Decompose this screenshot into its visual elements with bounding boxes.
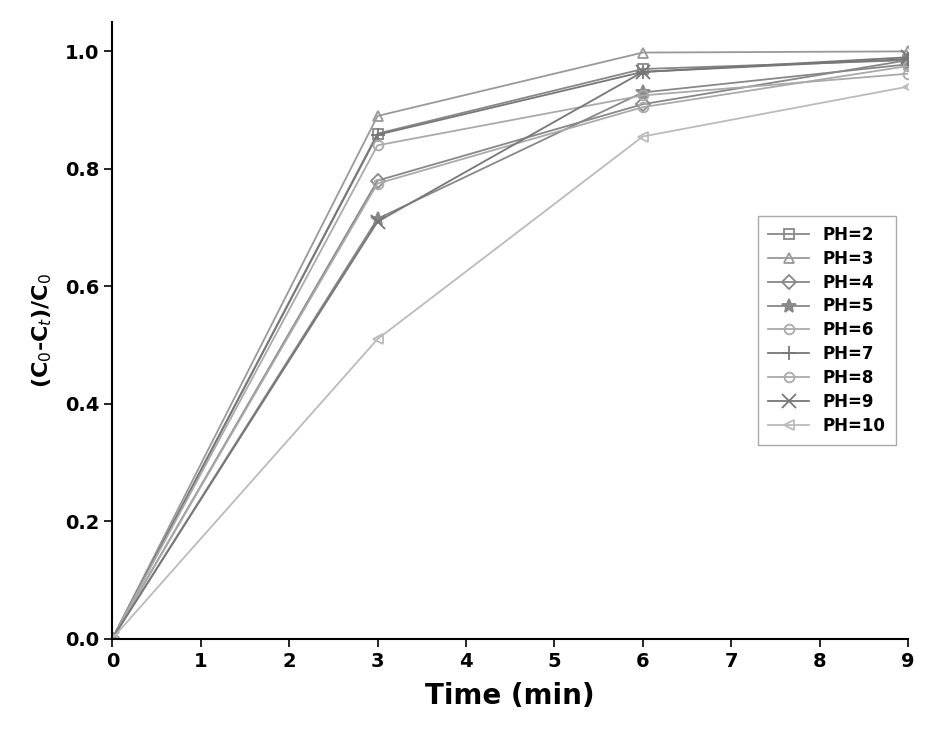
PH=9	[107, 634, 118, 643]
Line: PH=3: PH=3	[108, 46, 913, 644]
X-axis label: Time (min): Time (min)	[425, 682, 595, 710]
PH=9	[372, 217, 383, 226]
PH=8	[107, 634, 118, 643]
PH=2	[902, 56, 914, 65]
PH=2	[637, 65, 649, 73]
PH=3	[637, 48, 649, 57]
PH=4	[902, 56, 914, 65]
PH=5	[107, 634, 118, 643]
PH=10	[637, 132, 649, 141]
PH=10	[902, 82, 914, 91]
Line: PH=9: PH=9	[106, 51, 914, 645]
PH=8	[637, 91, 649, 100]
Legend: PH=2, PH=3, PH=4, PH=5, PH=6, PH=7, PH=8, PH=9, PH=10: PH=2, PH=3, PH=4, PH=5, PH=6, PH=7, PH=8…	[758, 216, 896, 445]
PH=3	[372, 112, 383, 120]
PH=7	[902, 54, 914, 63]
PH=5	[637, 88, 649, 97]
PH=6	[902, 62, 914, 70]
PH=5	[902, 60, 914, 69]
PH=5	[372, 214, 383, 223]
PH=10	[372, 335, 383, 344]
PH=7	[107, 634, 118, 643]
PH=10	[107, 634, 118, 643]
PH=8	[902, 69, 914, 78]
PH=7	[637, 68, 649, 76]
PH=2	[107, 634, 118, 643]
Line: PH=7: PH=7	[106, 52, 914, 645]
PH=3	[107, 634, 118, 643]
PH=2	[372, 129, 383, 138]
PH=4	[637, 100, 649, 109]
Line: PH=10: PH=10	[108, 81, 913, 644]
PH=9	[902, 53, 914, 62]
PH=3	[902, 47, 914, 56]
Line: PH=8: PH=8	[108, 69, 913, 644]
Y-axis label: (C$_0$-C$_t$)/C$_0$: (C$_0$-C$_t$)/C$_0$	[30, 272, 53, 388]
PH=6	[637, 103, 649, 112]
PH=4	[372, 176, 383, 185]
PH=6	[107, 634, 118, 643]
Line: PH=4: PH=4	[108, 55, 913, 644]
Line: PH=5: PH=5	[106, 57, 914, 645]
PH=9	[637, 68, 649, 76]
PH=7	[372, 131, 383, 139]
PH=8	[372, 141, 383, 150]
PH=6	[372, 179, 383, 188]
PH=4	[107, 634, 118, 643]
Line: PH=2: PH=2	[108, 55, 913, 644]
Line: PH=6: PH=6	[108, 61, 913, 644]
